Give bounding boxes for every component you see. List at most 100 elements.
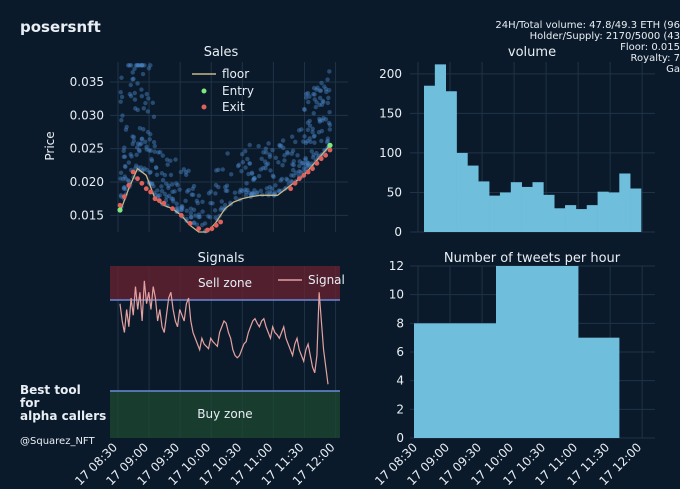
sales-point — [316, 130, 322, 135]
sales-point — [174, 181, 179, 186]
tweet-bar — [537, 266, 579, 438]
volume-ytick: 100 — [379, 146, 402, 160]
sales-point — [249, 171, 255, 176]
sales-point — [134, 145, 140, 150]
sales-point — [312, 92, 317, 97]
sales-point — [302, 107, 307, 113]
tweets-title: Number of tweets per hour — [444, 251, 621, 266]
sales-point — [155, 188, 160, 193]
buy-zone-label: Buy zone — [197, 407, 252, 421]
sales-point — [136, 147, 142, 153]
sales-point — [290, 162, 295, 167]
sales-point — [160, 177, 166, 183]
sales-point — [118, 89, 123, 95]
sales-point — [183, 169, 189, 175]
sales-point — [157, 150, 163, 155]
sales-point — [293, 170, 299, 176]
sales-point — [168, 172, 174, 178]
sales-point — [190, 192, 196, 197]
sales-point — [268, 168, 273, 173]
sales-point — [311, 134, 317, 139]
sales-point — [321, 99, 326, 105]
sales-point — [304, 160, 310, 165]
volume-ytick: 150 — [379, 106, 402, 120]
sales-point — [267, 152, 272, 157]
sales-point — [189, 192, 194, 197]
sales-point — [166, 193, 172, 199]
sales-point — [325, 138, 330, 144]
volume-bar — [521, 186, 533, 232]
sales-point — [280, 163, 285, 168]
volume-title: volume — [508, 45, 556, 60]
sales-point — [314, 87, 319, 92]
sales-point — [188, 206, 194, 211]
sales-point — [122, 163, 128, 169]
sales-point — [188, 214, 194, 220]
sales-point — [179, 207, 184, 213]
tweet-bar — [496, 266, 538, 438]
sales-point — [190, 186, 195, 192]
sales-point — [159, 171, 165, 176]
sales-point — [244, 181, 249, 186]
sales-point — [160, 153, 165, 158]
signals-title: Signals — [198, 251, 245, 266]
sales-point — [126, 160, 132, 165]
sales-point — [121, 185, 127, 190]
signal-line — [119, 280, 329, 385]
sales-point — [148, 63, 153, 68]
sales-point — [262, 159, 268, 164]
volume-bar — [478, 181, 490, 232]
sales-title: Sales — [204, 45, 239, 60]
sales-point — [303, 157, 308, 162]
sales-point — [276, 160, 281, 165]
sales-point — [295, 153, 300, 158]
sales-point — [140, 71, 146, 77]
sales-point — [123, 164, 128, 170]
sales-point — [169, 182, 175, 187]
sales-point — [325, 136, 330, 141]
volume-bar — [445, 91, 457, 232]
sales-point — [289, 173, 294, 178]
sales-point — [170, 189, 175, 194]
sales-point — [223, 188, 229, 193]
sales-point — [196, 212, 202, 217]
sales-point — [314, 100, 319, 105]
sales-point — [175, 205, 180, 211]
sales-point — [216, 167, 221, 172]
sales-point — [123, 187, 129, 192]
sales-point — [233, 195, 238, 201]
sales-point — [135, 107, 140, 113]
sales-point — [317, 119, 322, 124]
sales-point — [252, 188, 257, 193]
sales-ytick: 0.030 — [70, 108, 104, 122]
sales-point — [142, 63, 147, 68]
tweets-ytick: 4 — [396, 374, 404, 388]
sales-point — [128, 152, 133, 157]
sales-point — [299, 127, 304, 132]
sales-point — [159, 188, 165, 194]
sales-point — [314, 150, 319, 156]
sales-point — [143, 139, 148, 145]
sales-point — [139, 87, 144, 92]
sales-point — [197, 214, 202, 220]
sales-point — [191, 220, 197, 225]
tweet-bar — [455, 323, 497, 438]
sales-point — [171, 199, 176, 204]
sales-point — [218, 207, 223, 212]
sales-point — [310, 129, 315, 135]
legend-entry-swatch — [201, 88, 207, 94]
sales-point — [152, 143, 157, 149]
exit-point — [121, 194, 127, 200]
sales-point — [151, 139, 157, 145]
sales-point — [325, 77, 330, 82]
entry-point — [117, 207, 123, 213]
sales-point — [266, 141, 271, 146]
volume-bar — [608, 192, 620, 232]
exit-point — [209, 226, 215, 232]
legend-entry: Entry — [222, 84, 254, 98]
sales-point — [200, 199, 205, 205]
tweets-ytick: 0 — [396, 431, 404, 445]
sales-point — [130, 134, 135, 139]
sales-point — [147, 148, 152, 153]
sales-point — [312, 97, 317, 102]
